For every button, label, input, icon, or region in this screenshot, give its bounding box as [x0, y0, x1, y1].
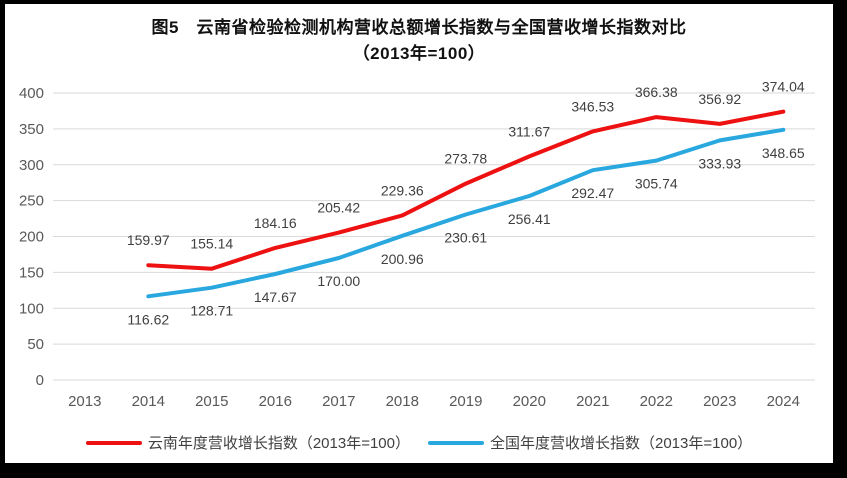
data-label-0-2021: 346.53 — [571, 98, 614, 114]
gridlines — [53, 92, 815, 381]
x-tick-label-2018: 2018 — [386, 393, 419, 410]
line-chart-plot: 0 50 100 150 200 250 300 350 400 2013 2014 2015 2016… — [19, 79, 815, 410]
y-tick-label-200: 200 — [19, 229, 44, 246]
y-tick-label-350: 350 — [19, 121, 44, 138]
data-label-0-2020: 311.67 — [508, 123, 550, 139]
data-label-1-2022: 305.74 — [635, 176, 678, 192]
y-tick-label-100: 100 — [19, 300, 44, 317]
x-tick-label-2015: 2015 — [195, 393, 228, 410]
y-tick-label-250: 250 — [19, 193, 44, 210]
yunnan-line-swatch-icon — [85, 440, 142, 445]
data-label-1-2016: 147.67 — [254, 289, 297, 305]
x-axis-tick-labels: 2013 2014 2015 2016 2017 2018 2019 2020 2021 2022… — [68, 393, 800, 410]
y-tick-label-0: 0 — [36, 372, 44, 389]
y-tick-label-50: 50 — [27, 336, 44, 353]
data-label-0-2015: 155.14 — [190, 236, 233, 252]
x-tick-label-2024: 2024 — [767, 393, 800, 410]
data-label-1-2018: 200.96 — [381, 251, 424, 267]
y-axis-tick-labels: 0 50 100 150 200 250 300 350 400 — [19, 85, 44, 389]
data-label-0-2024: 374.04 — [762, 79, 805, 95]
data-label-0-2023: 356.92 — [698, 91, 741, 107]
legend-item-national: 全国年度营收增长指数（2013年=100） — [428, 432, 752, 453]
series-line-0 — [146, 109, 786, 271]
data-label-0-2017: 205.42 — [317, 200, 360, 216]
chart-background: 图5 云南省检验检测机构营收总额增长指数与全国营收增长指数对比 （2013年=1… — [5, 4, 833, 463]
series-line-1 — [146, 127, 786, 299]
chart-title-line1: 图5 云南省检验检测机构营收总额增长指数与全国营收增长指数对比 — [151, 18, 687, 37]
x-tick-label-2020: 2020 — [513, 393, 546, 410]
x-tick-label-2013: 2013 — [68, 393, 101, 410]
x-tick-label-2021: 2021 — [576, 393, 609, 410]
x-tick-label-2016: 2016 — [259, 393, 292, 410]
x-tick-label-2023: 2023 — [703, 393, 736, 410]
data-label-1-2014: 116.62 — [127, 311, 169, 327]
data-label-0-2014: 159.97 — [127, 232, 170, 248]
y-tick-label-300: 300 — [19, 157, 44, 174]
x-tick-label-2022: 2022 — [640, 393, 673, 410]
data-label-1-2023: 333.93 — [698, 155, 741, 171]
series-1: 116.62 128.71 147.67 170.00 200.96 230.61 256.… — [127, 127, 805, 327]
series-0: 159.97 155.14 184.16 205.42 229.36 273.78 311.… — [127, 79, 805, 271]
legend-item-yunnan: 云南年度营收增长指数（2013年=100） — [85, 432, 410, 453]
data-label-1-2015: 128.71 — [190, 303, 233, 319]
data-label-1-2019: 230.61 — [444, 230, 487, 246]
x-tick-label-2017: 2017 — [322, 393, 355, 410]
data-label-0-2019: 273.78 — [444, 151, 487, 167]
y-tick-label-150: 150 — [19, 264, 44, 281]
legend-label-national: 全国年度营收增长指数（2013年=100） — [490, 435, 753, 452]
data-label-0-2016: 184.16 — [254, 215, 297, 231]
data-label-1-2021: 292.47 — [571, 185, 614, 201]
national-line-swatch-icon — [428, 440, 484, 445]
chart-legend: 云南年度营收增长指数（2013年=100） 全国年度营收增长指数（2013年=1… — [5, 432, 833, 453]
data-label-1-2020: 256.41 — [508, 211, 551, 227]
x-tick-label-2019: 2019 — [449, 393, 482, 410]
legend-label-yunnan: 云南年度营收增长指数（2013年=100） — [147, 435, 410, 452]
chart-title: 图5 云南省检验检测机构营收总额增长指数与全国营收增长指数对比 （2013年=1… — [5, 15, 833, 67]
data-label-1-2017: 170.00 — [317, 273, 360, 289]
y-tick-label-400: 400 — [19, 85, 44, 102]
data-label-0-2022: 366.38 — [635, 84, 678, 100]
chart-title-line2: （2013年=100） — [352, 44, 486, 63]
data-label-1-2024: 348.65 — [762, 145, 805, 161]
data-label-0-2018: 229.36 — [381, 182, 424, 198]
x-tick-label-2014: 2014 — [132, 393, 165, 410]
